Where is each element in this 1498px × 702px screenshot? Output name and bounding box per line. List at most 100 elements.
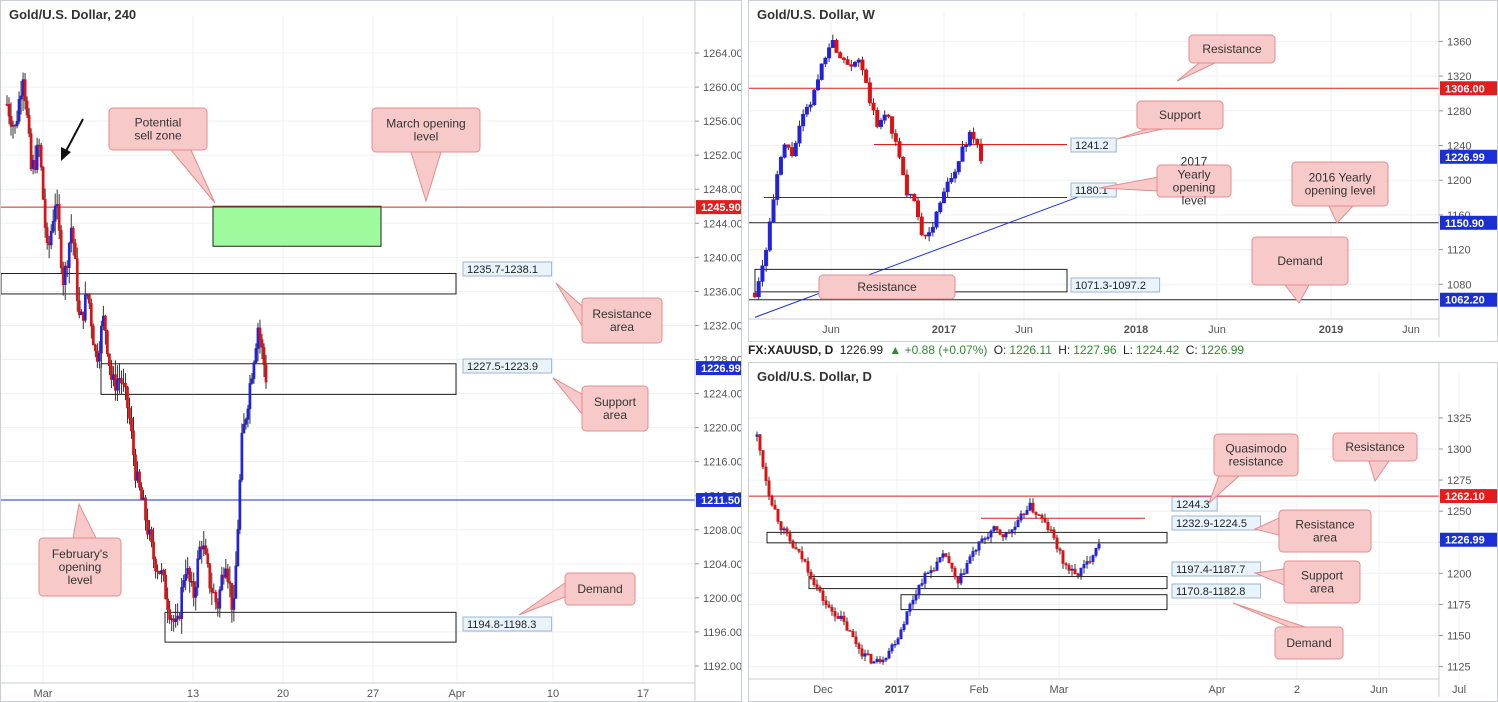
candle-body — [929, 570, 933, 574]
candle-body — [220, 574, 224, 591]
price-tag-label: 1226.99 — [1445, 152, 1485, 164]
price-tag — [1440, 292, 1497, 307]
h4-chart-panel[interactable]: 1192.001196.001200.001204.001208.001212.… — [0, 0, 742, 702]
candle-body — [776, 509, 780, 522]
candle-body — [911, 599, 915, 605]
candle-body — [775, 174, 780, 200]
candle-body — [1091, 555, 1095, 562]
candle-body — [818, 587, 822, 592]
price-tick-label: 1360 — [1447, 36, 1471, 48]
candle-body — [912, 193, 917, 201]
candle-body — [860, 59, 865, 71]
h4-chart[interactable]: 1192.001196.001200.001204.001208.001212.… — [1, 1, 742, 702]
candle-body — [98, 352, 101, 362]
daily-chart[interactable]: 112511501175120012251250127513001325Dec2… — [749, 363, 1498, 702]
price-tag — [696, 492, 741, 507]
candle-body — [110, 365, 113, 380]
candle-body — [767, 221, 772, 251]
zone-box — [1, 273, 457, 295]
candle-body — [144, 497, 147, 521]
price-tick-label: 1196.00 — [703, 627, 742, 639]
candle-body — [791, 540, 795, 548]
candle-body — [790, 147, 795, 157]
high-label: H: — [1058, 343, 1071, 357]
candle-body — [63, 265, 67, 285]
symbol-name[interactable]: FX:XAUUSD, D — [748, 343, 834, 357]
candle-body — [995, 526, 999, 531]
callout-box — [108, 107, 208, 151]
callout-label: Demand — [1277, 254, 1322, 268]
candle-body — [960, 146, 965, 162]
candle-body — [49, 230, 53, 246]
candle-body — [198, 546, 202, 559]
candle-body — [214, 592, 218, 603]
callout-label: Quasimodo resistance — [1225, 442, 1287, 469]
candle-body — [782, 144, 787, 158]
candle-body — [1040, 514, 1044, 520]
candle-body — [938, 557, 942, 563]
candle-body — [140, 487, 143, 500]
low-value: 1224.42 — [1135, 343, 1180, 357]
weekly-chart-panel[interactable]: 10801120116012001240128013201360Jun2017J… — [748, 0, 1498, 342]
candle-body — [250, 378, 254, 384]
candle-body — [797, 548, 801, 552]
candle-body — [823, 57, 828, 65]
candle-body — [39, 144, 43, 168]
candle-body — [758, 434, 762, 451]
time-tick-label: Mar — [34, 688, 53, 700]
candle-body — [210, 587, 214, 593]
candle-body — [43, 199, 47, 228]
candle-body — [841, 57, 846, 60]
callout-box — [371, 107, 481, 153]
candle-body — [788, 533, 792, 542]
zone-box — [100, 363, 457, 395]
candle-body — [977, 541, 981, 551]
zone-label: 1197.4-1187.7 — [1176, 564, 1245, 576]
candle-body — [886, 114, 891, 117]
candle-body — [824, 600, 828, 606]
candle-body — [240, 432, 244, 481]
zone-label: 1232.9-1224.5 — [1176, 518, 1247, 530]
candle-body — [91, 325, 95, 346]
candle-body — [162, 570, 165, 576]
price-tick-label: 1256.00 — [703, 116, 742, 128]
zone-label-box — [462, 358, 553, 374]
candle-body — [934, 211, 939, 228]
candle-body — [228, 581, 232, 584]
candle-body — [857, 643, 861, 649]
candle-body — [138, 471, 141, 488]
candle-body — [953, 171, 958, 179]
callout-box — [1188, 34, 1276, 64]
weekly-chart[interactable]: 10801120116012001240128013201360Jun2017J… — [749, 1, 1498, 342]
callout-box — [581, 385, 649, 432]
daily-chart-panel[interactable]: 112511501175120012251250127513001325Dec2… — [748, 362, 1498, 702]
candle-body — [962, 573, 966, 575]
price-tag-label: 1062.20 — [1445, 295, 1485, 307]
candle-body — [878, 119, 883, 127]
zone-label-box — [1070, 277, 1161, 293]
price-tick-label: 1236.00 — [703, 286, 742, 298]
candle-body — [761, 450, 765, 468]
time-tick-label: Dec — [813, 684, 833, 696]
candle-body — [836, 616, 840, 619]
candle-body — [152, 541, 155, 560]
price-tick-label: 1224.00 — [703, 389, 742, 401]
candle-body — [226, 568, 230, 582]
price-tick-label: 1200.00 — [703, 593, 742, 605]
candle-body — [59, 230, 63, 269]
price-tick-label: 1252.00 — [703, 150, 742, 162]
price-tick-label: 1150 — [1447, 630, 1471, 642]
callout-pointer — [518, 582, 566, 616]
zone-label: 1241.2 — [1075, 140, 1109, 152]
candle-body — [845, 59, 850, 65]
time-tick-label: 2 — [1294, 684, 1300, 696]
candle-body — [794, 547, 798, 550]
candle-body — [1079, 567, 1083, 576]
candle-body — [867, 82, 872, 104]
candle-body — [853, 61, 858, 67]
candle-body — [927, 232, 932, 237]
candle-body — [7, 104, 11, 117]
candle-body — [1052, 529, 1056, 539]
zone-box — [900, 594, 1168, 611]
candle-body — [35, 144, 39, 170]
